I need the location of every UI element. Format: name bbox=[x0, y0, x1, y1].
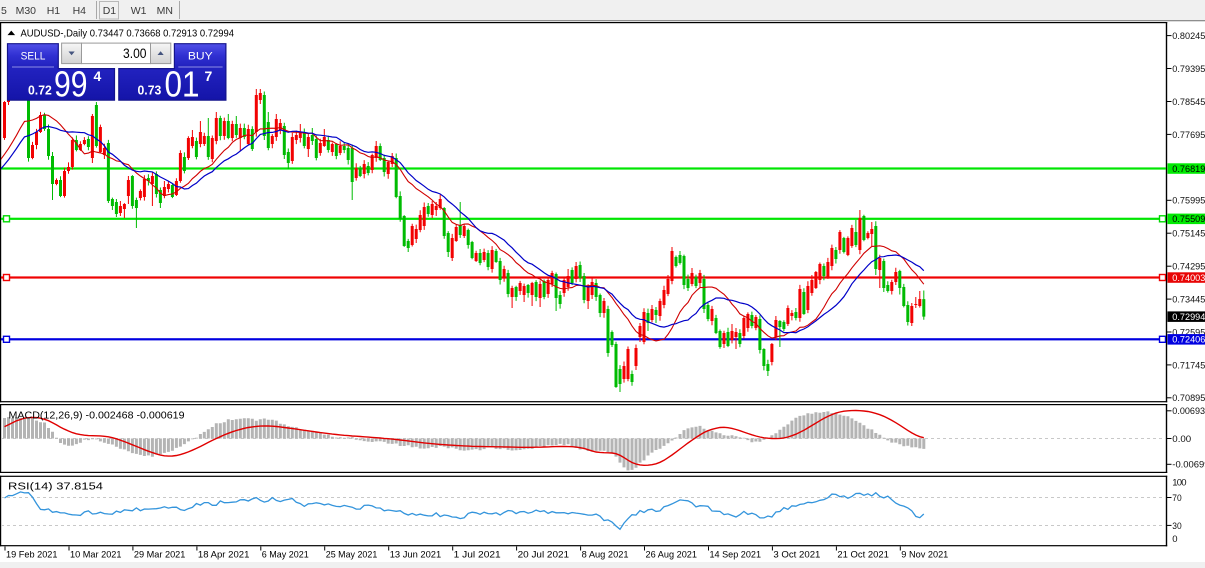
svg-text:19 Feb 2021: 19 Feb 2021 bbox=[6, 550, 58, 561]
svg-text:D1: D1 bbox=[103, 5, 117, 17]
svg-text:0.74003: 0.74003 bbox=[1172, 273, 1205, 284]
svg-text:SELL: SELL bbox=[21, 51, 46, 63]
svg-text:3.00: 3.00 bbox=[123, 46, 147, 61]
svg-text:0.72595: 0.72595 bbox=[1172, 327, 1205, 338]
svg-text:0.80245: 0.80245 bbox=[1172, 31, 1205, 42]
svg-text:0.72: 0.72 bbox=[28, 84, 52, 98]
svg-text:20 Jul 2021: 20 Jul 2021 bbox=[518, 550, 570, 561]
svg-text:0.78545: 0.78545 bbox=[1172, 97, 1205, 108]
svg-text:8 Aug 2021: 8 Aug 2021 bbox=[582, 550, 629, 561]
svg-text:01: 01 bbox=[165, 64, 200, 105]
svg-text:0.75995: 0.75995 bbox=[1172, 196, 1205, 207]
svg-text:6 May 2021: 6 May 2021 bbox=[262, 550, 309, 561]
svg-text:4: 4 bbox=[94, 68, 102, 84]
svg-text:99: 99 bbox=[54, 64, 88, 105]
svg-text:14 Sep 2021: 14 Sep 2021 bbox=[710, 550, 762, 561]
svg-text:10 Mar 2021: 10 Mar 2021 bbox=[70, 550, 122, 561]
svg-text:H4: H4 bbox=[73, 5, 87, 17]
svg-text:-0.006996: -0.006996 bbox=[1172, 460, 1205, 471]
svg-text:0.006936: 0.006936 bbox=[1172, 406, 1205, 417]
svg-text:0.77695: 0.77695 bbox=[1172, 130, 1205, 141]
svg-text:RSI(14) 37.8154: RSI(14) 37.8154 bbox=[8, 481, 103, 493]
svg-text:0.72406: 0.72406 bbox=[1172, 335, 1205, 346]
svg-text:0.74295: 0.74295 bbox=[1172, 262, 1205, 273]
svg-text:21 Oct 2021: 21 Oct 2021 bbox=[837, 550, 889, 561]
svg-text:MACD(12,26,9) -0.002468 -0.000: MACD(12,26,9) -0.002468 -0.000619 bbox=[9, 410, 185, 422]
svg-text:0.73445: 0.73445 bbox=[1172, 295, 1205, 306]
svg-text:0.76819: 0.76819 bbox=[1172, 164, 1205, 175]
svg-text:18 Apr 2021: 18 Apr 2021 bbox=[198, 550, 250, 561]
svg-text:13 Jun 2021: 13 Jun 2021 bbox=[390, 550, 442, 561]
svg-text:MN: MN bbox=[157, 5, 173, 17]
svg-text:0.73: 0.73 bbox=[138, 84, 162, 98]
svg-text:W1: W1 bbox=[131, 5, 147, 17]
svg-text:BUY: BUY bbox=[188, 51, 214, 63]
svg-text:0: 0 bbox=[1172, 534, 1177, 545]
svg-text:26 Aug 2021: 26 Aug 2021 bbox=[646, 550, 698, 561]
svg-text:0.75509: 0.75509 bbox=[1172, 214, 1205, 225]
svg-text:0.00: 0.00 bbox=[1172, 434, 1191, 445]
svg-text:70: 70 bbox=[1172, 493, 1181, 504]
svg-text:0.72994: 0.72994 bbox=[1172, 312, 1205, 323]
svg-text:30: 30 bbox=[1172, 521, 1181, 532]
svg-text:3 Oct 2021: 3 Oct 2021 bbox=[773, 550, 820, 561]
svg-text:0.71745: 0.71745 bbox=[1172, 360, 1205, 371]
svg-text:9 Nov 2021: 9 Nov 2021 bbox=[901, 550, 948, 561]
svg-text:0.79395: 0.79395 bbox=[1172, 64, 1205, 75]
svg-text:0.75145: 0.75145 bbox=[1172, 229, 1205, 240]
svg-text:5: 5 bbox=[1, 5, 7, 17]
svg-text:100: 100 bbox=[1172, 478, 1186, 489]
svg-text:1 Jul 2021: 1 Jul 2021 bbox=[454, 550, 501, 561]
svg-text:H1: H1 bbox=[47, 5, 61, 17]
svg-text:25 May 2021: 25 May 2021 bbox=[326, 550, 378, 561]
svg-text:0.70895: 0.70895 bbox=[1172, 393, 1205, 404]
svg-text:7: 7 bbox=[205, 68, 213, 84]
svg-text:29 Mar 2021: 29 Mar 2021 bbox=[134, 550, 186, 561]
svg-text:M30: M30 bbox=[16, 5, 37, 17]
svg-text:AUDUSD-,Daily 0.73447 0.73668: AUDUSD-,Daily 0.73447 0.73668 0.72913 0.… bbox=[21, 28, 235, 40]
